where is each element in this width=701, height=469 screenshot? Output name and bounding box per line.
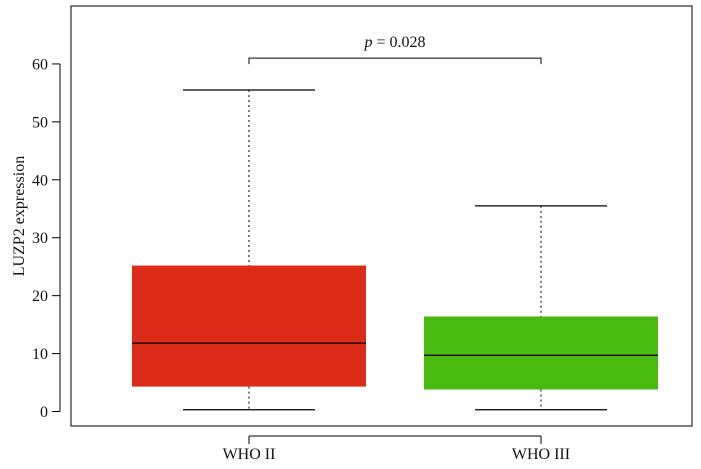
- p-value-label: p = 0.028: [363, 34, 425, 51]
- box-1: [132, 89, 366, 411]
- box-2: [424, 205, 658, 411]
- y-tick-label: 30: [32, 230, 48, 247]
- iqr-box: [424, 316, 658, 390]
- iqr-box: [132, 265, 366, 387]
- y-tick-label: 0: [40, 404, 48, 421]
- significance-annotation: p = 0.028: [248, 34, 542, 65]
- y-tick-label: 10: [32, 346, 48, 363]
- x-tick-label: WHO III: [512, 446, 570, 463]
- x-axis: WHO II WHO III: [223, 435, 570, 463]
- p-symbol: p: [363, 34, 372, 51]
- significance-bracket: [248, 57, 542, 65]
- boxes-layer: [132, 89, 658, 411]
- p-value-text: = 0.028: [372, 34, 425, 51]
- x-tick-label: WHO II: [223, 446, 276, 463]
- y-tick-label: 20: [32, 288, 48, 305]
- y-tick-label: 50: [32, 114, 48, 131]
- y-axis-title: LUZP2 expression: [11, 156, 28, 276]
- plot-frame: [70, 5, 693, 427]
- y-tick-label: 60: [32, 56, 48, 73]
- y-axis: 0 10 20 30 40 50 60: [32, 56, 61, 421]
- y-tick-label: 40: [32, 172, 48, 189]
